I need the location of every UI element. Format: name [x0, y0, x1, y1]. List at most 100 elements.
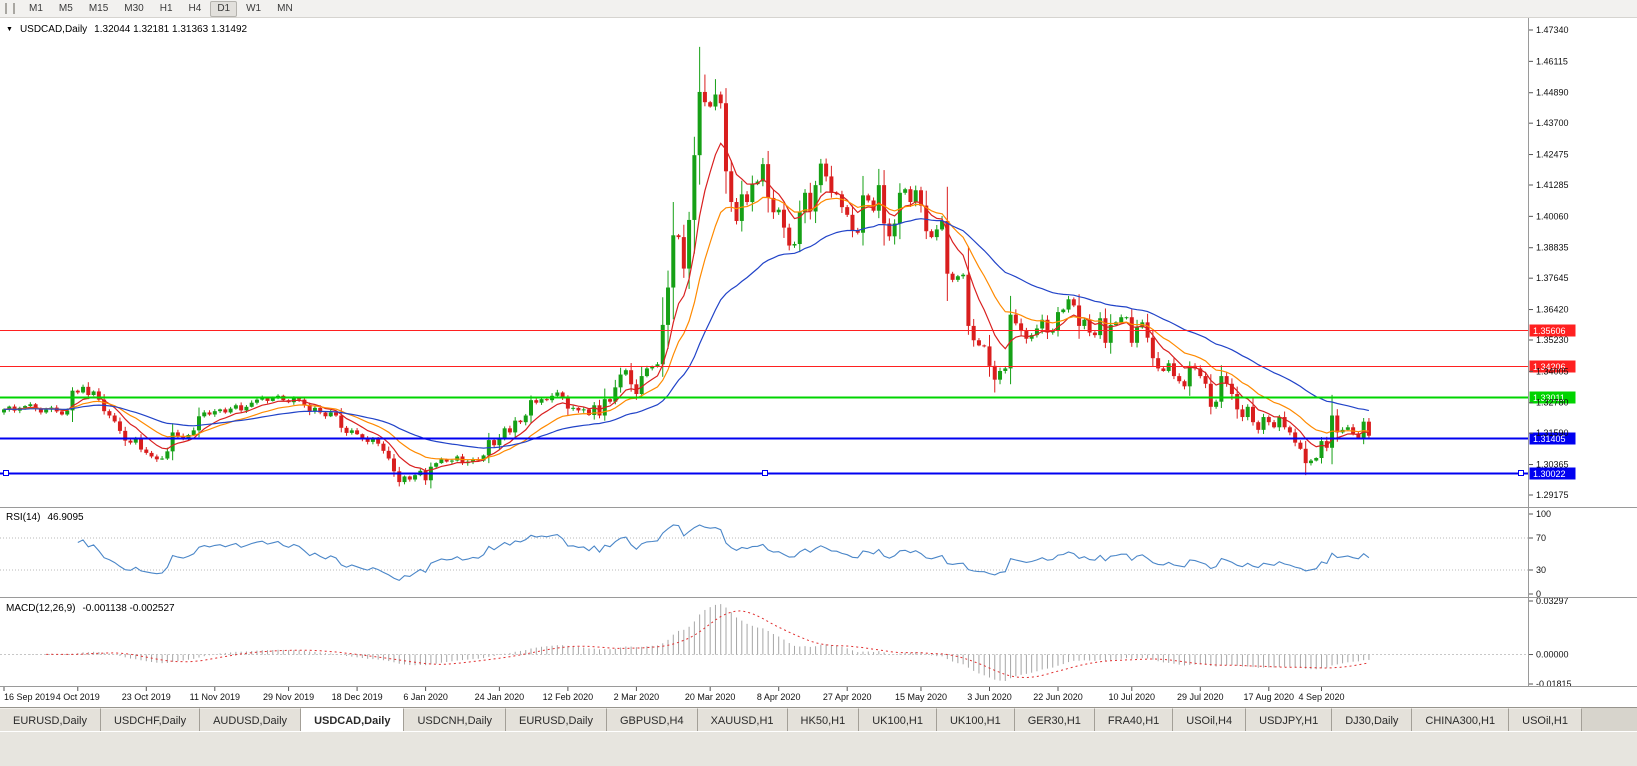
- horizontal-levels-layer: 1.35606 1.34206 1.33011 1.31405 1.30022: [0, 324, 1576, 480]
- chart-tab-uk100-h1[interactable]: UK100,H1: [936, 708, 1015, 732]
- svg-text:24 Jan 2020: 24 Jan 2020: [475, 692, 525, 702]
- timeframe-button-w1[interactable]: W1: [246, 2, 262, 14]
- svg-text:3 Jun 2020: 3 Jun 2020: [967, 692, 1012, 702]
- svg-text:1.33011: 1.33011: [1533, 393, 1565, 403]
- svg-text:1.34005: 1.34005: [1536, 366, 1569, 376]
- line-drag-handle[interactable]: [1518, 470, 1524, 476]
- chart-tab-usdchf-daily[interactable]: USDCHF,Daily: [100, 708, 201, 732]
- svg-text:23 Oct 2019: 23 Oct 2019: [122, 692, 171, 702]
- svg-text:27 Apr 2020: 27 Apr 2020: [823, 692, 872, 702]
- svg-text:1.32780: 1.32780: [1536, 398, 1569, 408]
- rsi-pane: [0, 524, 1528, 582]
- svg-text:18 Dec 2019: 18 Dec 2019: [332, 692, 383, 702]
- chart-tab-china300-h1[interactable]: CHINA300,H1: [1412, 708, 1510, 732]
- time-axis[interactable]: 16 Sep 2019 4 Oct 2019 23 Oct 2019 11 Nov 2…: [3, 687, 1345, 702]
- svg-text:1.29175: 1.29175: [1536, 490, 1569, 500]
- svg-text:1.42475: 1.42475: [1536, 150, 1569, 160]
- svg-text:1.36420: 1.36420: [1536, 305, 1569, 315]
- svg-text:1.34206: 1.34206: [1533, 362, 1566, 372]
- moving-averages-layer: [3, 142, 1370, 472]
- svg-text:0: 0: [1536, 589, 1541, 599]
- svg-text:1.41285: 1.41285: [1536, 180, 1569, 190]
- chart-tab-gbpusd-h4[interactable]: GBPUSD,H4: [607, 708, 698, 732]
- price-level-badge: [1529, 432, 1576, 445]
- toolbar-grip-icon[interactable]: [5, 3, 15, 14]
- svg-text:1.35230: 1.35230: [1536, 335, 1569, 345]
- chart-tab-ger30-h1[interactable]: GER30,H1: [1014, 708, 1095, 732]
- chart-tab-eurusd-daily[interactable]: EURUSD,Daily: [506, 708, 607, 732]
- chart-tab-dj30-daily[interactable]: DJ30,Daily: [1332, 708, 1413, 732]
- chart-tab-usdjpy-h1[interactable]: USDJPY,H1: [1246, 708, 1333, 732]
- svg-text:0.00000: 0.00000: [1536, 650, 1569, 660]
- timeframe-toolbar: M1 M5 M15 M30 H1 H4 D1 W1 MN: [0, 0, 1637, 18]
- svg-text:8 Apr 2020: 8 Apr 2020: [757, 692, 801, 702]
- timeframe-button-m5[interactable]: M5: [58, 2, 73, 14]
- price-level-badge: [1529, 391, 1576, 404]
- svg-text:15 May 2020: 15 May 2020: [895, 692, 947, 702]
- price-axis[interactable]: 1.47340 1.46115 1.44890 1.43700 1.42475 1.412…: [1529, 25, 1569, 500]
- svg-text:1.38835: 1.38835: [1536, 243, 1569, 253]
- macd-pane: [0, 604, 1528, 681]
- chart-tab-usoil-h4[interactable]: USOil,H4: [1173, 708, 1247, 732]
- svg-text:29 Nov 2019: 29 Nov 2019: [263, 692, 314, 702]
- status-bar: [0, 731, 1637, 766]
- timeframe-button-h4[interactable]: H4: [188, 2, 202, 14]
- chart-tabs-bar: EURUSD,Daily USDCHF,Daily AUDUSD,Daily USDC…: [0, 707, 1637, 732]
- svg-text:0.03297: 0.03297: [1536, 596, 1569, 606]
- svg-text:100: 100: [1536, 509, 1551, 519]
- timeframe-button-d1[interactable]: D1: [210, 0, 238, 17]
- svg-text:30: 30: [1536, 565, 1546, 575]
- timeframe-button-m30[interactable]: M30: [124, 2, 144, 14]
- svg-text:22 Jun 2020: 22 Jun 2020: [1033, 692, 1083, 702]
- svg-text:1.35606: 1.35606: [1533, 326, 1566, 336]
- svg-text:1.31590: 1.31590: [1536, 428, 1569, 438]
- svg-text:17 Aug 2020: 17 Aug 2020: [1244, 692, 1295, 702]
- chart-tab-eurusd-daily[interactable]: EURUSD,Daily: [0, 708, 101, 732]
- price-level-badge: [1529, 360, 1576, 373]
- rsi-axis[interactable]: 100 70 30 0: [1529, 509, 1551, 599]
- ma-40-line: [3, 218, 1370, 449]
- timeframe-button-mn[interactable]: MN: [277, 2, 293, 14]
- svg-text:1.44890: 1.44890: [1536, 88, 1569, 98]
- svg-text:10 Jul 2020: 10 Jul 2020: [1109, 692, 1156, 702]
- svg-text:-0.01815: -0.01815: [1536, 679, 1572, 689]
- chart-tab-uk100-h1[interactable]: UK100,H1: [859, 708, 937, 732]
- rsi-line: [77, 524, 1370, 582]
- svg-text:20 Mar 2020: 20 Mar 2020: [685, 692, 736, 702]
- price-level-badge: [1529, 324, 1576, 337]
- svg-text:1.46115: 1.46115: [1536, 56, 1568, 66]
- svg-text:70: 70: [1536, 533, 1546, 543]
- timeframe-button-h1[interactable]: H1: [159, 2, 173, 14]
- line-drag-handle[interactable]: [762, 470, 768, 476]
- svg-text:1.30365: 1.30365: [1536, 460, 1569, 470]
- chart-tab-usdcnh-daily[interactable]: USDCNH,Daily: [404, 708, 507, 732]
- svg-text:2 Mar 2020: 2 Mar 2020: [614, 692, 660, 702]
- svg-text:1.30022: 1.30022: [1533, 469, 1566, 479]
- svg-text:1.47340: 1.47340: [1536, 25, 1569, 35]
- chart-tab-xauusd-h1[interactable]: XAUUSD,H1: [697, 708, 788, 732]
- svg-text:11 Nov 2019: 11 Nov 2019: [190, 692, 240, 702]
- svg-text:12 Feb 2020: 12 Feb 2020: [543, 692, 594, 702]
- svg-text:29 Jul 2020: 29 Jul 2020: [1177, 692, 1224, 702]
- line-drag-handle[interactable]: [3, 470, 9, 476]
- timeframe-button-m15[interactable]: M15: [88, 2, 109, 14]
- svg-text:1.43700: 1.43700: [1536, 118, 1569, 128]
- chart-window: 1.35606 1.34206 1.33011 1.31405 1.30022 1.473…: [0, 18, 1637, 707]
- chart-tab-usoil-h1[interactable]: USOil,H1: [1509, 708, 1582, 732]
- chart-background: [0, 18, 1637, 707]
- timeframe-buttons: M1 M5 M15 M30 H1 H4 D1 W1 MN: [21, 0, 301, 17]
- svg-text:16 Sep 2019: 16 Sep 2019: [4, 692, 55, 702]
- chart-tab-fra40-h1[interactable]: FRA40,H1: [1094, 708, 1174, 732]
- macd-axis[interactable]: 0.03297 0.00000 -0.01815: [1529, 596, 1572, 689]
- chart-tab-usdcad-daily[interactable]: USDCAD,Daily: [301, 708, 405, 732]
- chart-tab-hk50-h1[interactable]: HK50,H1: [787, 708, 860, 732]
- svg-text:6 Jan 2020: 6 Jan 2020: [403, 692, 448, 702]
- chart-tab-audusd-daily[interactable]: AUDUSD,Daily: [200, 708, 302, 732]
- svg-text:1.31405: 1.31405: [1533, 434, 1566, 444]
- chart-canvas[interactable]: 1.356061.342061.330111.314051.300221.473…: [0, 18, 1637, 707]
- price-level-badge: [1529, 467, 1576, 480]
- timeframe-button-m1[interactable]: M1: [29, 2, 43, 14]
- svg-text:1.37645: 1.37645: [1536, 273, 1569, 283]
- ma-8-line: [3, 142, 1370, 472]
